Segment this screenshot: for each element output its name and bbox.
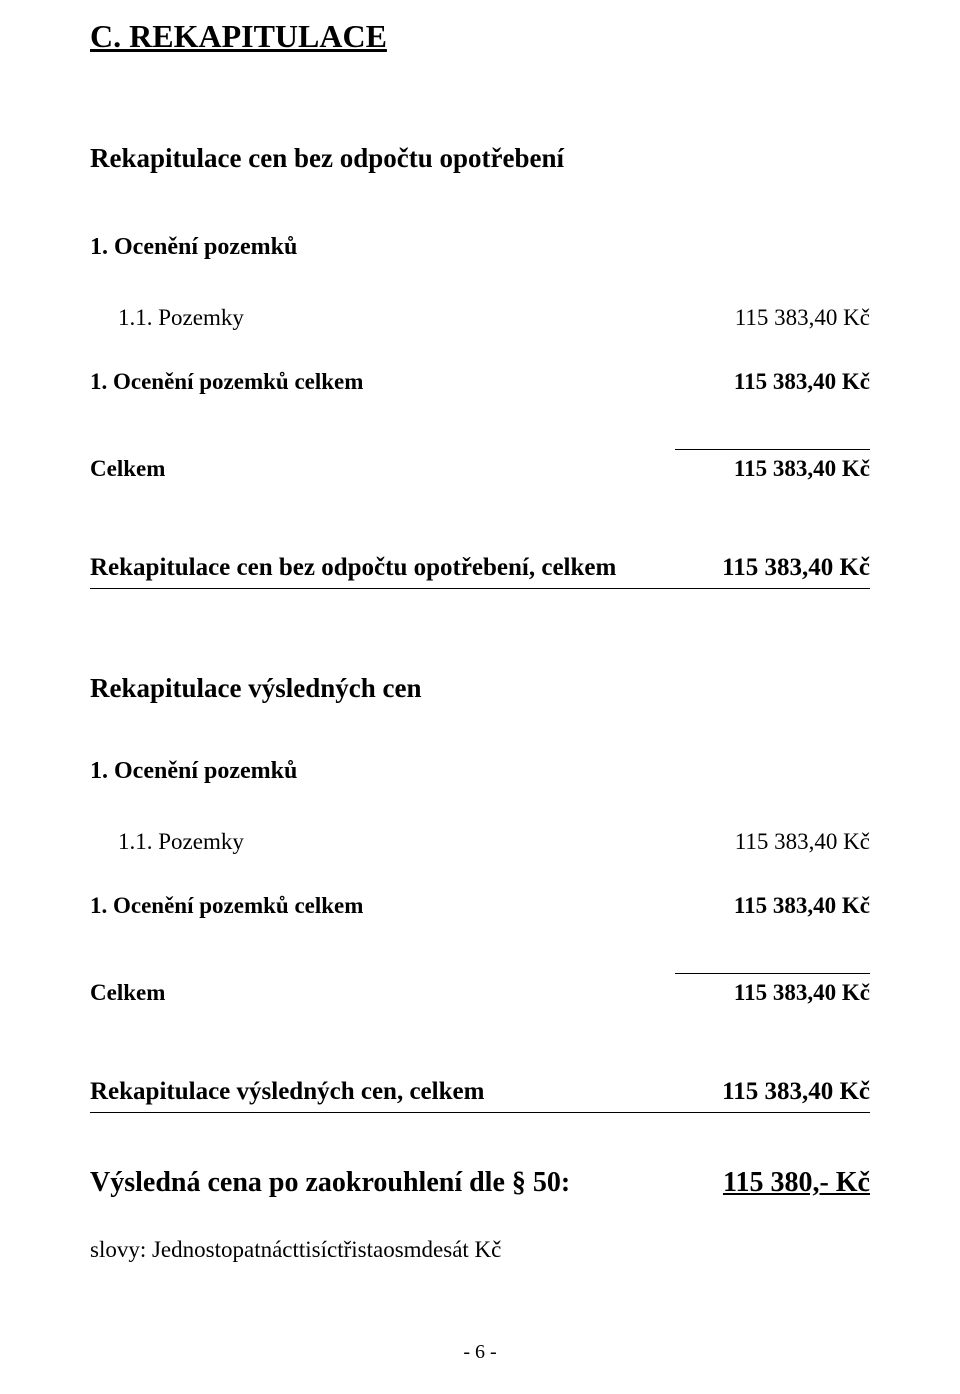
- final-price-value: 115 380,- Kč: [723, 1167, 870, 1199]
- section1-item-value: 115 383,40 Kč: [735, 305, 870, 331]
- section1-heading: Rekapitulace cen bez odpočtu opotřebení: [90, 143, 870, 174]
- main-title: C. REKAPITULACE: [90, 18, 870, 55]
- section2-heading: Rekapitulace výsledných cen: [90, 673, 870, 704]
- section1-item-label: 1.1. Pozemky: [90, 305, 244, 331]
- final-price-label: Výsledná cena po zaokrouhlení dle § 50:: [90, 1167, 570, 1199]
- section1-item-row: 1.1. Pozemky 115 383,40 Kč: [90, 305, 870, 331]
- section2-summary-label: Rekapitulace výsledných cen, celkem: [90, 1078, 484, 1106]
- section2-total-row: Celkem 115 383,40 Kč: [90, 973, 870, 1006]
- section1-summary-value: 115 383,40 Kč: [722, 554, 870, 582]
- section2-summary-row: Rekapitulace výsledných cen, celkem 115 …: [90, 1078, 870, 1113]
- page-number: - 6 -: [0, 1341, 960, 1364]
- section1-total-row: Celkem 115 383,40 Kč: [90, 449, 870, 482]
- section1-subtotal-label: 1. Ocenění pozemků celkem: [90, 369, 363, 395]
- section1-summary-label: Rekapitulace cen bez odpočtu opotřebení,…: [90, 554, 616, 582]
- section2-subheading: 1. Ocenění pozemků: [90, 758, 870, 785]
- document-page: C. REKAPITULACE Rekapitulace cen bez odp…: [0, 0, 960, 1394]
- section1-summary-row: Rekapitulace cen bez odpočtu opotřebení,…: [90, 554, 870, 589]
- amount-in-words: slovy: Jednostopatnácttisíctřistaosmdesá…: [90, 1237, 870, 1263]
- section2-subtotal-row: 1. Ocenění pozemků celkem 115 383,40 Kč: [90, 893, 870, 919]
- section1-subheading: 1. Ocenění pozemků: [90, 234, 870, 261]
- section2-subtotal-value: 115 383,40 Kč: [734, 893, 870, 919]
- section1-subtotal-value: 115 383,40 Kč: [734, 369, 870, 395]
- final-price-row: Výsledná cena po zaokrouhlení dle § 50: …: [90, 1167, 870, 1199]
- section2-summary-value: 115 383,40 Kč: [722, 1078, 870, 1106]
- section2-item-label: 1.1. Pozemky: [90, 829, 244, 855]
- section1-subtotal-row: 1. Ocenění pozemků celkem 115 383,40 Kč: [90, 369, 870, 395]
- section2-total-label: Celkem: [90, 980, 165, 1006]
- section1-total-value: 115 383,40 Kč: [675, 449, 870, 482]
- section2-subtotal-label: 1. Ocenění pozemků celkem: [90, 893, 363, 919]
- section2-total-value: 115 383,40 Kč: [675, 973, 870, 1006]
- section2-item-value: 115 383,40 Kč: [735, 829, 870, 855]
- section1-total-label: Celkem: [90, 456, 165, 482]
- section2-item-row: 1.1. Pozemky 115 383,40 Kč: [90, 829, 870, 855]
